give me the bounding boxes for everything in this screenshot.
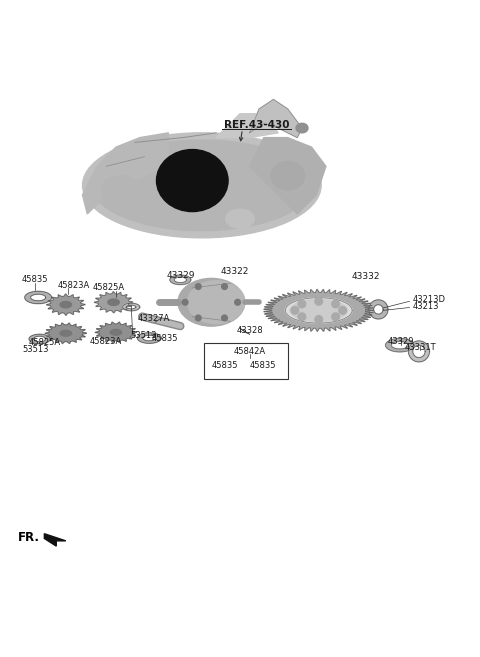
- Circle shape: [291, 307, 299, 314]
- Circle shape: [222, 315, 228, 321]
- Circle shape: [339, 307, 347, 314]
- Circle shape: [315, 298, 323, 305]
- Text: 45825A: 45825A: [28, 338, 60, 348]
- Polygon shape: [47, 294, 85, 315]
- Polygon shape: [96, 322, 136, 342]
- Text: FR.: FR.: [18, 531, 40, 544]
- Ellipse shape: [156, 150, 228, 212]
- Text: 43322: 43322: [221, 267, 250, 276]
- Text: 53513: 53513: [131, 331, 157, 340]
- Text: 43213: 43213: [413, 302, 439, 311]
- Circle shape: [298, 300, 306, 307]
- Circle shape: [235, 300, 240, 305]
- Text: 43213D: 43213D: [413, 296, 446, 304]
- Text: 43331T: 43331T: [405, 343, 436, 352]
- Text: 43332: 43332: [351, 271, 380, 281]
- Polygon shape: [211, 355, 235, 366]
- Ellipse shape: [178, 279, 245, 326]
- Text: 45835: 45835: [250, 361, 276, 370]
- Polygon shape: [250, 99, 302, 137]
- Polygon shape: [60, 302, 72, 307]
- Polygon shape: [60, 330, 72, 336]
- Polygon shape: [369, 300, 388, 319]
- Text: REF.43-430: REF.43-430: [224, 120, 289, 129]
- Polygon shape: [122, 304, 140, 311]
- Ellipse shape: [92, 140, 312, 231]
- Text: 45823A: 45823A: [58, 281, 90, 290]
- Circle shape: [195, 315, 201, 321]
- Text: 45835: 45835: [22, 275, 48, 284]
- Polygon shape: [95, 292, 132, 313]
- Polygon shape: [408, 341, 430, 362]
- Text: 45842A: 45842A: [233, 347, 265, 356]
- Text: 43329: 43329: [388, 337, 415, 346]
- Circle shape: [332, 313, 339, 321]
- Text: 45835: 45835: [152, 334, 178, 344]
- Ellipse shape: [83, 133, 321, 238]
- Circle shape: [315, 315, 323, 323]
- Polygon shape: [137, 333, 161, 344]
- Text: 43327A: 43327A: [138, 315, 170, 323]
- Circle shape: [298, 313, 306, 321]
- Ellipse shape: [296, 124, 308, 133]
- Text: 45823A: 45823A: [89, 337, 121, 346]
- Ellipse shape: [226, 209, 254, 228]
- Polygon shape: [170, 275, 191, 284]
- Bar: [204, 343, 288, 378]
- Polygon shape: [247, 355, 271, 366]
- Circle shape: [222, 284, 228, 290]
- Polygon shape: [385, 338, 414, 352]
- Polygon shape: [110, 329, 121, 335]
- Ellipse shape: [102, 176, 140, 204]
- Text: 43329: 43329: [166, 271, 194, 279]
- Text: 53513: 53513: [23, 344, 49, 353]
- Circle shape: [182, 300, 188, 305]
- Ellipse shape: [188, 281, 245, 324]
- Polygon shape: [29, 334, 50, 344]
- Text: 45835: 45835: [212, 361, 238, 370]
- Polygon shape: [108, 299, 119, 306]
- Polygon shape: [290, 300, 348, 321]
- Polygon shape: [25, 291, 51, 304]
- Polygon shape: [264, 290, 373, 331]
- Text: 45825A: 45825A: [93, 283, 125, 292]
- Polygon shape: [44, 533, 66, 546]
- Ellipse shape: [271, 162, 304, 190]
- Polygon shape: [216, 114, 278, 137]
- Text: 43328: 43328: [236, 327, 263, 335]
- Polygon shape: [83, 133, 168, 214]
- Polygon shape: [45, 323, 86, 344]
- Circle shape: [195, 284, 201, 290]
- Polygon shape: [285, 298, 352, 323]
- Circle shape: [332, 300, 339, 307]
- Polygon shape: [250, 137, 326, 214]
